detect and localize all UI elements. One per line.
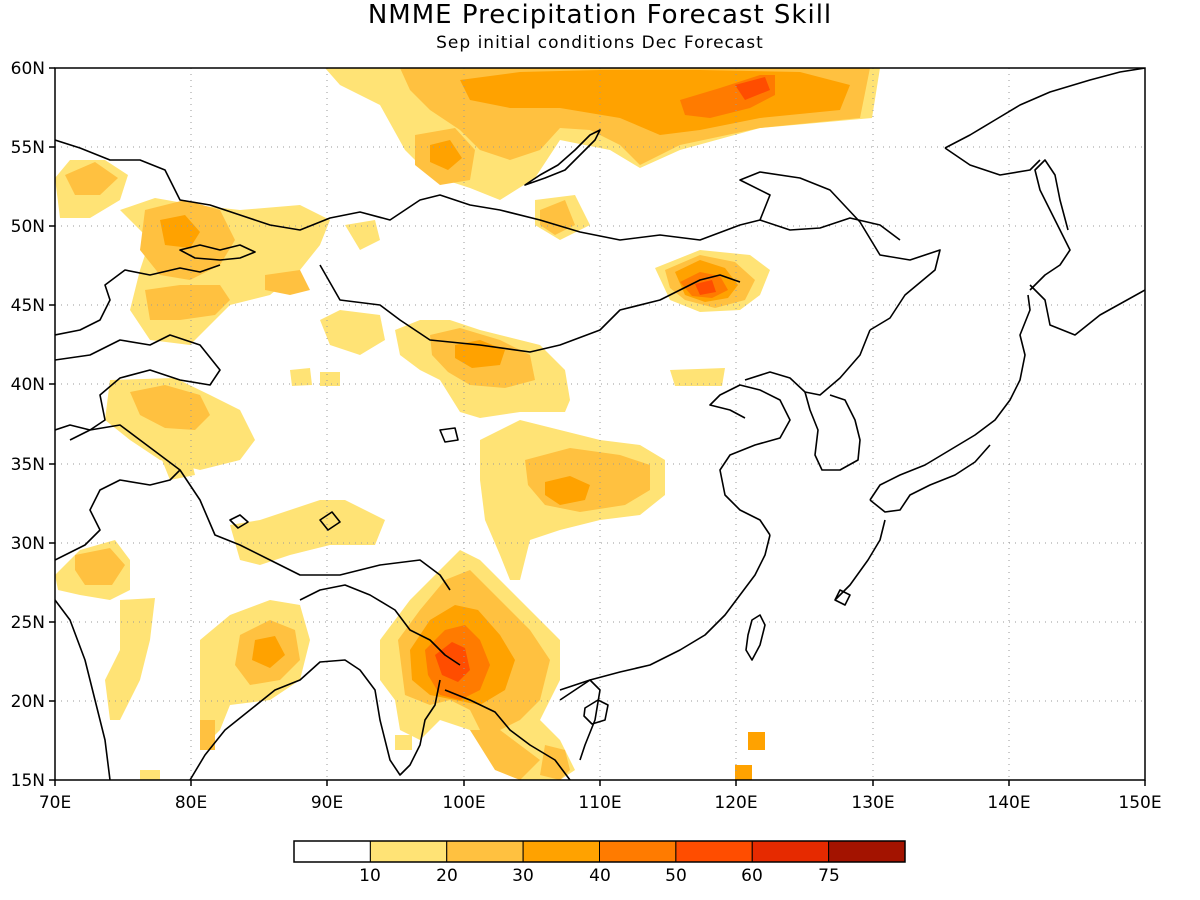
lon-tick-label: 110E xyxy=(578,793,621,813)
lon-tick-label: 80E xyxy=(175,793,207,813)
lon-tick-label: 100E xyxy=(442,793,485,813)
legend-label: 75 xyxy=(818,866,840,886)
legend-color-box xyxy=(446,840,524,863)
legend-color-box xyxy=(751,840,830,863)
lon-tick-label: 130E xyxy=(851,793,894,813)
lat-tick-label: 20N xyxy=(11,692,45,712)
lon-tick-labels: 70E 80E 90E 100E 110E 120E 130E 140E 150… xyxy=(39,793,1162,813)
coastlines-and-borders xyxy=(55,68,1145,780)
legend-label: 60 xyxy=(741,866,763,886)
lat-tick-label: 40N xyxy=(11,375,45,395)
legend-color-box xyxy=(599,840,677,863)
lon-tick-label: 90E xyxy=(311,793,343,813)
lon-tick-label: 70E xyxy=(39,793,71,813)
legend-color-box xyxy=(369,840,448,863)
lat-tick-labels: 15N 20N 25N 30N 35N 40N 45N 50N 55N 60N xyxy=(11,59,45,791)
legend-color-box xyxy=(522,840,600,863)
legend-label: 10 xyxy=(359,866,381,886)
legend-color-box xyxy=(675,840,753,863)
map-subtitle: Sep initial conditions Dec Forecast xyxy=(436,33,764,53)
lat-tick-label: 30N xyxy=(11,534,45,554)
legend-label: 40 xyxy=(589,866,611,886)
lon-tick-label: 150E xyxy=(1118,793,1161,813)
lat-tick-label: 35N xyxy=(11,455,45,475)
legend-label: 50 xyxy=(665,866,687,886)
map-title: NMME Precipitation Forecast Skill xyxy=(367,0,833,30)
lon-tick-label: 140E xyxy=(987,793,1030,813)
lon-tick-label: 120E xyxy=(714,793,757,813)
axis-ticks xyxy=(49,67,1146,786)
legend-label: 20 xyxy=(436,866,458,886)
lat-tick-label: 15N xyxy=(11,771,45,791)
skill-shading xyxy=(55,68,880,780)
lat-tick-label: 45N xyxy=(11,296,45,316)
legend-frame xyxy=(293,840,906,863)
lat-tick-label: 25N xyxy=(11,613,45,633)
legend-label: 30 xyxy=(512,866,534,886)
legend-color-box xyxy=(828,840,906,863)
lat-tick-label: 55N xyxy=(11,138,45,158)
lat-tick-label: 60N xyxy=(11,59,45,79)
lat-tick-label: 50N xyxy=(11,217,45,237)
legend-color-box xyxy=(293,840,371,863)
color-legend: 10 20 30 40 50 60 75 xyxy=(293,840,906,886)
